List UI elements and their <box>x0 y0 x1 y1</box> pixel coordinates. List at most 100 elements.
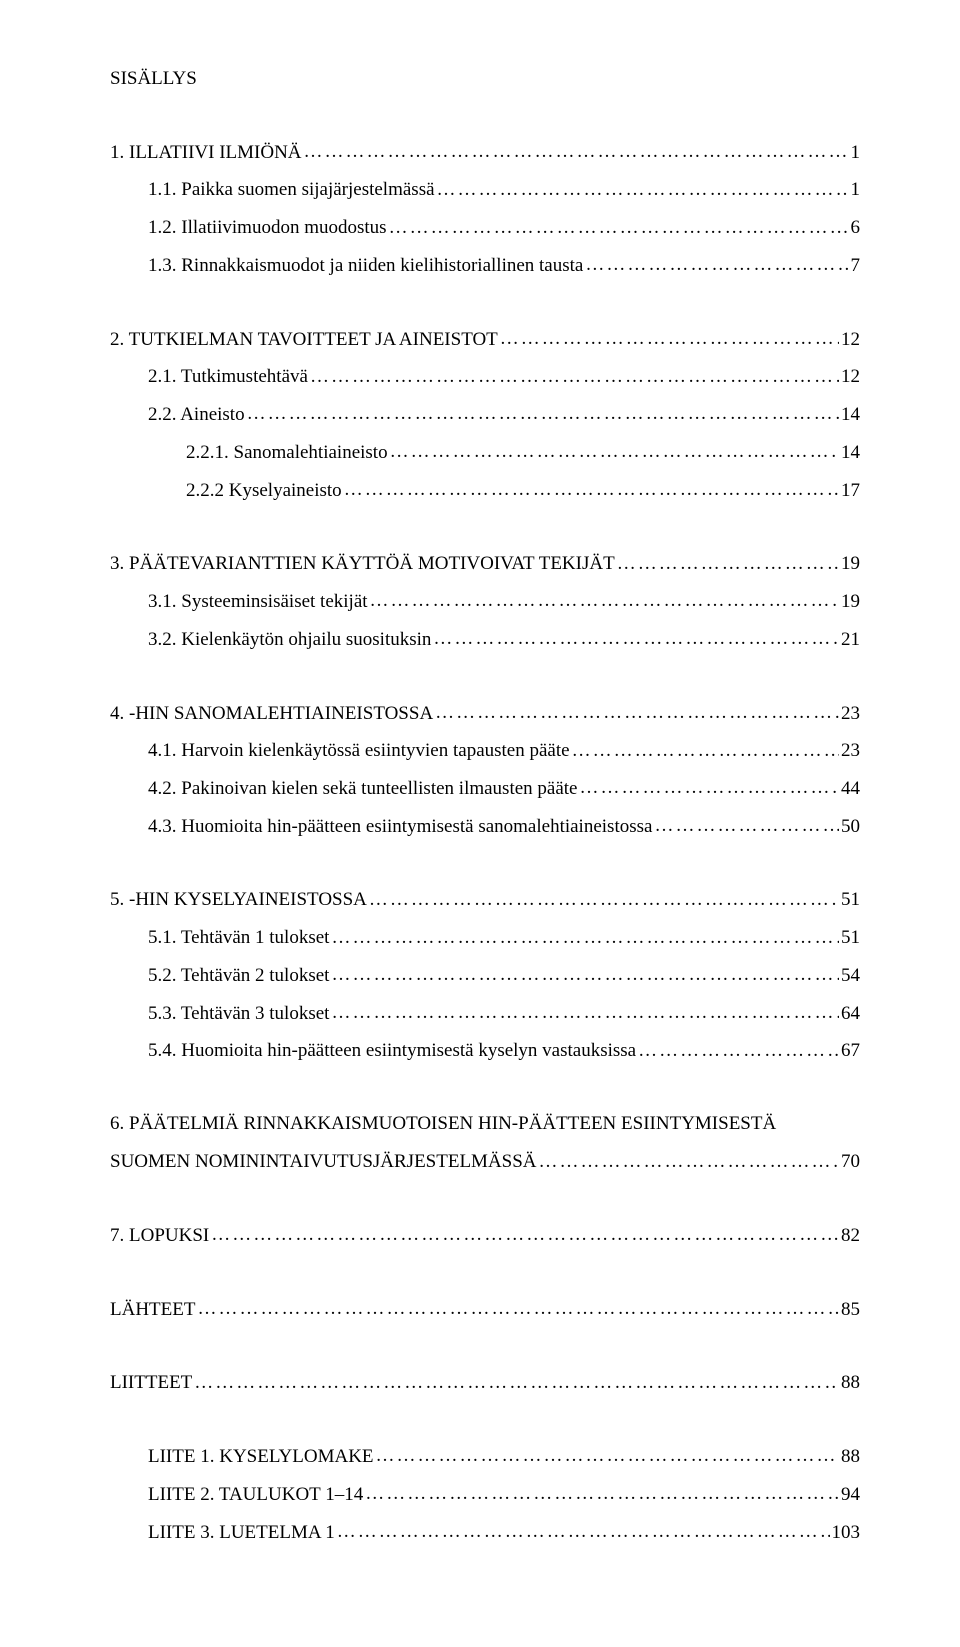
toc-entry-label: 3.2. Kielenkäytön ohjailu suosituksin <box>148 621 431 658</box>
toc-page-number: 21 <box>841 621 860 658</box>
toc-dots <box>437 171 849 196</box>
toc-entry-label: 5.4. Huomioita hin-päätteen esiintymises… <box>148 1032 636 1069</box>
toc-dots <box>331 919 839 944</box>
toc-entry: 6. PÄÄTELMIÄ RINNAKKAISMUOTOISEN HIN-PÄÄ… <box>110 1105 860 1180</box>
toc-page-number: 103 <box>832 1514 861 1551</box>
toc-entry-label: 7. LOPUKSI <box>110 1217 209 1254</box>
toc-entry: LIITTEET88 <box>110 1364 860 1402</box>
toc-entry: 5.2. Tehtävän 2 tulokset 54 <box>110 956 860 994</box>
toc-page-number: 64 <box>841 995 860 1032</box>
toc-entry: 2. TUTKIELMAN TAVOITTEET JA AINEISTOT12 <box>110 320 860 358</box>
toc-entry: LIITE 2. TAULUKOT 1–14 94 <box>110 1475 860 1513</box>
toc-page-number: 19 <box>841 583 860 620</box>
toc-entry: LÄHTEET 85 <box>110 1290 860 1328</box>
toc-page-number: 50 <box>841 808 860 845</box>
toc-entry: 4.2. Pakinoivan kielen sekä tunteelliste… <box>110 769 860 807</box>
toc-dots <box>638 1032 839 1057</box>
toc-dots <box>539 1143 839 1168</box>
toc-entry-label: 2.2. Aineisto <box>148 396 245 433</box>
toc-entry: 3.2. Kielenkäytön ohjailu suosituksin 21 <box>110 620 860 658</box>
toc-group: LIITTEET88 <box>110 1364 860 1402</box>
toc-entry-label: 3.1. Systeeminsisäiset tekijät <box>148 583 368 620</box>
toc-page-number: 14 <box>841 434 860 471</box>
toc-page-number: 23 <box>841 695 860 732</box>
toc-group: 2. TUTKIELMAN TAVOITTEET JA AINEISTOT122… <box>110 320 860 509</box>
toc-group: 6. PÄÄTELMIÄ RINNAKKAISMUOTOISEN HIN-PÄÄ… <box>110 1105 860 1180</box>
toc-page-number: 82 <box>841 1217 860 1254</box>
toc-entry: 2.2.1. Sanomalehtiaineisto 14 <box>110 433 860 471</box>
toc-page-number: 1 <box>851 134 861 171</box>
toc-entry: 1. ILLATIIVI ILMIÖNÄ 1 <box>110 133 860 171</box>
toc-dots <box>344 471 839 496</box>
toc-dots <box>572 732 839 757</box>
toc-entry-label: 2.1. Tutkimustehtävä <box>148 358 308 395</box>
toc-entry-label: 5.3. Tehtävän 3 tulokset <box>148 995 329 1032</box>
toc-entry: 5. -HIN KYSELYAINEISTOSSA 51 <box>110 881 860 919</box>
toc-entry-label: 4.2. Pakinoivan kielen sekä tunteelliste… <box>148 770 578 807</box>
toc-entry: 4.3. Huomioita hin-päätteen esiintymises… <box>110 807 860 845</box>
toc-page-number: 12 <box>841 321 860 358</box>
toc-entry-label: 1. ILLATIIVI ILMIÖNÄ <box>110 134 302 171</box>
toc-entry-label: 5.1. Tehtävän 1 tulokset <box>148 919 329 956</box>
toc-group: 4. -HIN SANOMALEHTIAINEISTOSSA234.1. Har… <box>110 694 860 845</box>
toc-page-number: 51 <box>841 919 860 956</box>
toc-entry: 5.1. Tehtävän 1 tulokset 51 <box>110 919 860 957</box>
toc-entry-label: 2.2.2 Kyselyaineisto <box>186 472 342 509</box>
toc-entry-label: 2.2.1. Sanomalehtiaineisto <box>186 434 388 471</box>
toc-entry: 2.2.2 Kyselyaineisto17 <box>110 471 860 509</box>
toc-entry: 5.4. Huomioita hin-päätteen esiintymises… <box>110 1032 860 1070</box>
toc-entry-row: SUOMEN NOMININTAIVUTUSJÄRJESTELMÄSSÄ70 <box>110 1143 860 1181</box>
toc-dots <box>500 320 839 345</box>
toc-page-number: 51 <box>841 881 860 918</box>
toc-title: SISÄLLYS <box>110 60 860 97</box>
toc-dots <box>310 358 839 383</box>
toc-entry-label: LIITE 3. LUETELMA 1 <box>148 1514 335 1551</box>
toc-page-number: 1 <box>851 171 861 208</box>
toc-page-number: 88 <box>841 1364 860 1401</box>
toc-dots <box>376 1437 839 1462</box>
toc-page-number: 44 <box>841 770 860 807</box>
toc-entry-label-line2: SUOMEN NOMININTAIVUTUSJÄRJESTELMÄSSÄ <box>110 1143 537 1180</box>
toc-dots <box>211 1216 839 1241</box>
toc-dots <box>365 1475 839 1500</box>
toc-dots <box>247 395 839 420</box>
toc-entry-label: 1.2. Illatiivimuodon muodostus <box>148 209 387 246</box>
toc-container: 1. ILLATIIVI ILMIÖNÄ 1 1.1. Paikka suomen … <box>110 133 860 1551</box>
toc-group: 7. LOPUKSI 82 <box>110 1216 860 1254</box>
toc-entry-label: 4. -HIN SANOMALEHTIAINEISTOSSA <box>110 695 433 732</box>
toc-entry: 4. -HIN SANOMALEHTIAINEISTOSSA 23 <box>110 694 860 732</box>
toc-group: LÄHTEET 85 <box>110 1290 860 1328</box>
toc-dots <box>369 881 839 906</box>
toc-entry-label: 5.2. Tehtävän 2 tulokset <box>148 957 329 994</box>
toc-entry-label: 5. -HIN KYSELYAINEISTOSSA <box>110 881 367 918</box>
toc-dots <box>331 956 839 981</box>
toc-dots <box>194 1364 839 1389</box>
toc-entry: 1.2. Illatiivimuodon muodostus 6 <box>110 209 860 247</box>
toc-page-number: 85 <box>841 1291 860 1328</box>
toc-entry: 2.2. Aineisto 14 <box>110 395 860 433</box>
toc-dots <box>337 1513 830 1538</box>
toc-entry-label: 1.3. Rinnakkaismuodot ja niiden kielihis… <box>148 247 583 284</box>
toc-entry: 3. PÄÄTEVARIANTTIEN KÄYTTÖÄ MOTIVOIVAT T… <box>110 545 860 583</box>
toc-dots <box>370 582 839 607</box>
toc-dots <box>585 246 848 271</box>
toc-dots <box>197 1290 839 1315</box>
toc-entry: 5.3. Tehtävän 3 tulokset 64 <box>110 994 860 1032</box>
toc-entry-label: LIITE 2. TAULUKOT 1–14 <box>148 1476 363 1513</box>
toc-page-number: 94 <box>841 1476 860 1513</box>
toc-page-number: 7 <box>851 247 861 284</box>
toc-page-number: 54 <box>841 957 860 994</box>
toc-dots <box>580 769 840 794</box>
toc-entry-label: 1.1. Paikka suomen sijajärjestelmässä <box>148 171 435 208</box>
toc-entry: 3.1. Systeeminsisäiset tekijät 19 <box>110 582 860 620</box>
toc-dots <box>304 133 849 158</box>
toc-page-number: 14 <box>841 396 860 433</box>
toc-page-number: 19 <box>841 545 860 582</box>
toc-page-number: 6 <box>851 209 861 246</box>
toc-entry: LIITE 3. LUETELMA 1 103 <box>110 1513 860 1551</box>
toc-entry-label: 4.3. Huomioita hin-päätteen esiintymises… <box>148 808 652 845</box>
toc-entry-label-line1: 6. PÄÄTELMIÄ RINNAKKAISMUOTOISEN HIN-PÄÄ… <box>110 1105 860 1142</box>
toc-entry: 2.1. Tutkimustehtävä12 <box>110 358 860 396</box>
toc-dots <box>654 807 839 832</box>
toc-entry-label: LÄHTEET <box>110 1291 195 1328</box>
